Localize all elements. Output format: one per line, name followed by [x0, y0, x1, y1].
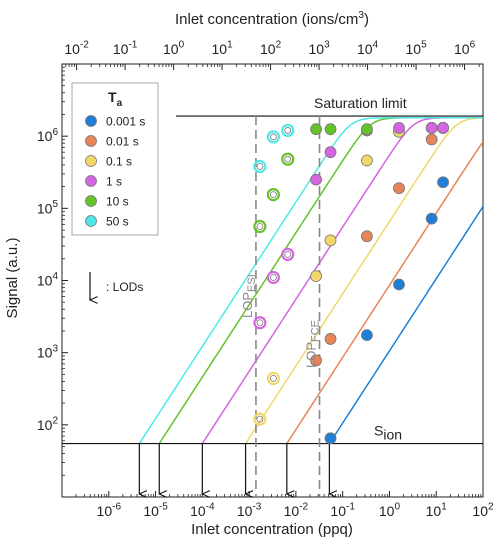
data-point-open	[281, 247, 295, 261]
top-axis-ticks: 10-2 10-1 100 101 102 103 104 105 106	[64, 40, 476, 70]
x-tick-label: 102	[472, 502, 494, 519]
data-point	[393, 182, 405, 195]
data-point	[425, 122, 438, 134]
legend-label: 1 s	[106, 175, 122, 189]
data-point	[324, 146, 337, 159]
data-point	[361, 329, 373, 342]
data-point	[393, 122, 405, 134]
data-point	[324, 234, 337, 247]
legend-label: 0.1 s	[106, 155, 132, 169]
data-point-open-inner	[269, 191, 277, 198]
x-tick-label: 10-1	[330, 502, 355, 519]
legend-title: Ta	[108, 89, 123, 109]
data-point	[361, 123, 373, 136]
x-tick-label: 10-2	[284, 502, 309, 519]
data-point-open-inner	[256, 163, 264, 170]
data-point	[310, 173, 322, 186]
top-tick-label: 101	[212, 40, 234, 57]
y-tick-label: 102	[37, 416, 59, 433]
top-axis-label: Inlet concentration (ions/cm3)	[175, 10, 369, 28]
legend-label: 0.001 s	[106, 115, 145, 129]
data-point	[310, 270, 322, 283]
legend-label: 50 s	[106, 215, 129, 229]
legend-label: 0.01 s	[106, 135, 139, 149]
legend-marker	[85, 115, 97, 127]
top-tick-label: 105	[405, 40, 427, 57]
x-tick-label: 10-3	[237, 502, 262, 519]
lop-fce-label: LOPFCE	[304, 320, 322, 368]
x-axis-label: Inlet concentration (ppq)	[191, 521, 353, 538]
legend-marker	[85, 215, 97, 227]
top-tick-label: 10-1	[113, 40, 138, 57]
data-point	[361, 154, 373, 167]
top-tick-label: 104	[357, 40, 379, 57]
x-tick-label: 101	[426, 502, 448, 519]
fit-curve-0-1-s	[244, 117, 483, 444]
data-point	[324, 333, 337, 345]
left-axis-ticks: 102 103 104 105 106	[37, 127, 68, 433]
data-point-open-inner	[269, 274, 277, 281]
data-point-open-inner	[256, 415, 264, 423]
x-tick-label: 100	[379, 502, 401, 519]
data-point-open	[281, 123, 295, 138]
minor-ticks	[61, 64, 482, 497]
lods-key: : LODs	[88, 272, 143, 304]
data-point	[437, 122, 449, 134]
legend-marker	[85, 155, 97, 167]
top-tick-label: 106	[454, 40, 476, 57]
fit-curve-0-001-s	[328, 206, 483, 444]
data-point-open-inner	[256, 319, 264, 327]
fit-curves	[138, 116, 483, 444]
y-tick-label: 105	[37, 199, 59, 216]
data-point	[324, 123, 337, 136]
saturation-limit-label: Saturation limit	[314, 95, 407, 111]
y-axis-label: Signal (a.u.)	[4, 238, 21, 319]
data-point	[310, 123, 322, 136]
data-point	[324, 432, 337, 445]
y-tick-label: 104	[37, 271, 59, 288]
x-tick-label: 10-4	[190, 502, 215, 519]
data-point-open	[253, 219, 267, 234]
data-point	[393, 278, 405, 291]
legend-marker	[85, 135, 97, 147]
lods-key-label: : LODs	[106, 280, 143, 294]
data-point	[425, 133, 438, 146]
data-point-open-inner	[284, 155, 292, 163]
data-point	[437, 176, 449, 189]
data-point	[310, 354, 322, 367]
data-point-open	[266, 130, 280, 144]
top-tick-label: 100	[163, 40, 185, 57]
data-point-open	[266, 371, 280, 385]
data-point-open	[253, 412, 267, 426]
data-point-open	[266, 270, 280, 285]
data-point-open-inner	[284, 127, 292, 134]
fit-curve-0-01-s	[286, 141, 483, 444]
data-point-open	[253, 316, 267, 330]
x-tick-label: 10-5	[143, 502, 168, 519]
data-point	[361, 230, 373, 243]
data-point-open-inner	[269, 374, 277, 382]
bottom-axis-ticks: 10-6 10-5 10-4 10-3 10-2 10-1 100 101 102	[97, 491, 494, 519]
data-point-open	[281, 152, 295, 166]
data-point-open	[253, 159, 267, 174]
top-tick-label: 103	[309, 40, 331, 57]
legend-label: 10 s	[106, 195, 129, 209]
data-points	[253, 122, 449, 445]
data-point-open	[266, 187, 280, 202]
lop-esi-label: LOPESI	[240, 274, 258, 318]
data-point-open-inner	[256, 223, 264, 230]
data-point-open-inner	[284, 250, 292, 258]
sion-label: Sion	[374, 423, 402, 443]
data-point	[425, 212, 438, 225]
legend-marker	[85, 175, 97, 187]
y-tick-label: 106	[37, 127, 59, 144]
y-tick-label: 103	[37, 343, 59, 360]
top-tick-label: 102	[260, 40, 282, 57]
x-tick-label: 10-6	[97, 502, 122, 519]
top-tick-label: 10-2	[64, 40, 89, 57]
legend: Ta 0.001 s 0.01 s 0.1 s 1 s 10 s 50 s	[71, 82, 159, 236]
legend-marker	[85, 195, 97, 207]
data-point-open-inner	[269, 133, 277, 141]
